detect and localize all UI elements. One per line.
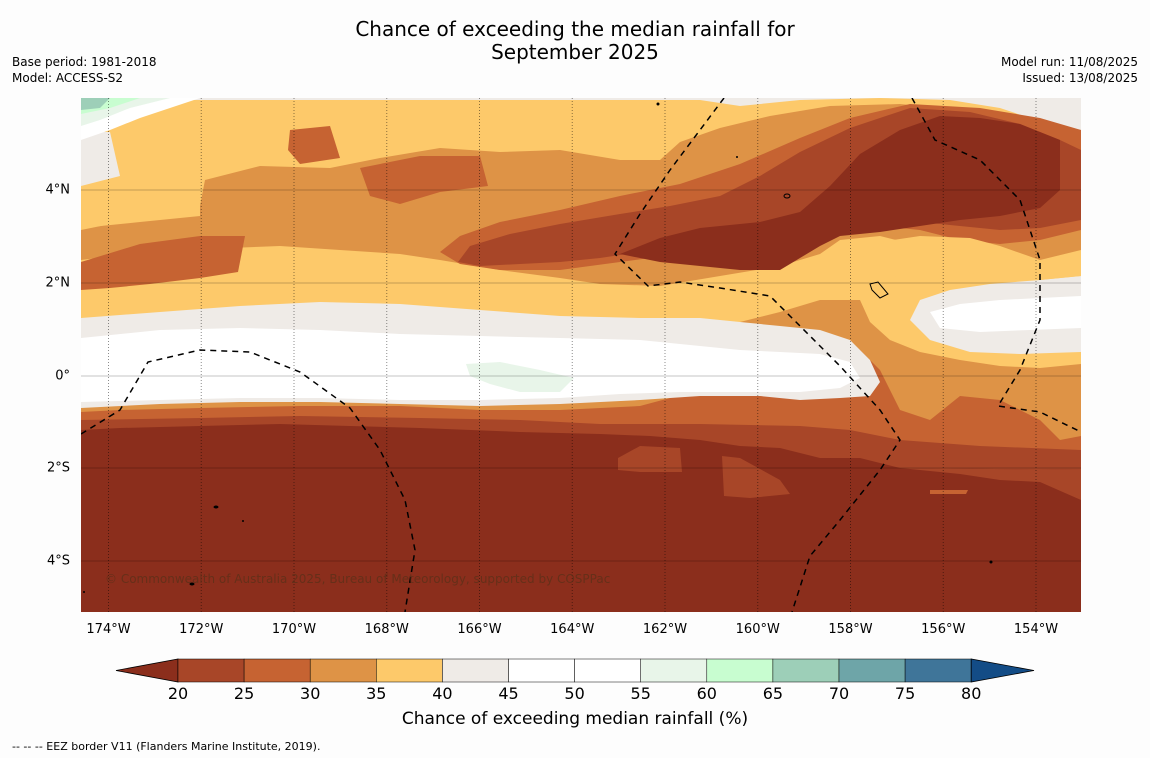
colorbar-tick-label: 80 <box>961 684 982 703</box>
contour-patch <box>618 446 682 472</box>
colorbar-tick-label: 65 <box>762 684 784 703</box>
contour-patch <box>81 132 120 186</box>
contour-patch <box>81 194 200 228</box>
colorbar-tick-label: 45 <box>498 684 519 703</box>
colorbar-swatch <box>772 658 840 683</box>
map-title: Chance of exceeding the median rainfall … <box>0 18 1150 64</box>
longitude-tick-label: 156°W <box>921 622 966 637</box>
island-outline <box>869 281 889 299</box>
colorbar-swatch <box>838 658 906 683</box>
colorbar-swatch <box>309 658 377 683</box>
longitude-tick-label: 174°W <box>86 622 131 637</box>
colorbar-swatch <box>376 658 443 683</box>
latitude-tick-label: 2°N <box>45 275 71 291</box>
colorbar-tick-label: 60 <box>696 684 717 703</box>
colorbar-tick-label: 75 <box>894 684 916 703</box>
colorbar-extend-high <box>970 658 1035 683</box>
contour-patch <box>620 116 1060 270</box>
latitude-tick-label: 0° <box>55 368 70 384</box>
colorbar-extend-low <box>115 658 179 683</box>
contour-patch <box>930 490 968 494</box>
eez-note: -- -- -- EEZ border V11 (Flanders Marine… <box>12 740 321 753</box>
colorbar-swatch <box>508 658 575 683</box>
band-40-45 <box>81 98 1081 140</box>
model-run: Model run: 11/08/2025 <box>1000 55 1138 69</box>
band-65-70 <box>81 98 110 110</box>
copyright-notice: © Commonwealth of Australia 2025, Bureau… <box>105 572 611 586</box>
title-line-2: September 2025 <box>491 40 659 64</box>
longitude-tick-label: 166°W <box>457 622 502 637</box>
colorbar-swatch <box>904 658 972 683</box>
probability-field <box>81 98 1081 612</box>
meta-left: Base period: 1981-2018 Model: ACCESS-S2 <box>12 54 157 86</box>
colorbar-tick-label: 70 <box>828 684 850 703</box>
colorbar-tick-label: 25 <box>233 684 255 703</box>
title-line-1: Chance of exceeding the median rainfall … <box>355 17 795 41</box>
colorbar-swatch <box>177 658 245 683</box>
colorbar <box>115 658 1035 683</box>
latitude-tick-label: 2°S <box>46 460 70 476</box>
colorbar-tick-label: 35 <box>366 684 387 703</box>
longitude-tick-label: 162°W <box>642 622 688 637</box>
colorbar-label: Chance of exceeding median rainfall (%) <box>401 709 749 729</box>
latitude-tick-label: 4°S <box>46 553 70 569</box>
longitude-tick-label: 170°W <box>271 622 317 637</box>
colorbar-tick-label: 55 <box>630 684 651 703</box>
colorbar-swatch <box>243 658 311 683</box>
contour-patch <box>900 468 1081 500</box>
contour-patch <box>81 236 245 290</box>
model-name: Model: ACCESS-S2 <box>12 71 124 85</box>
colorbar-tick-label: 40 <box>432 684 453 703</box>
contour-patch <box>722 456 790 498</box>
colorbar-swatch <box>574 658 641 683</box>
longitude-tick-label: 158°W <box>828 622 873 637</box>
base-period: Base period: 1981-2018 <box>12 55 157 69</box>
latitude-tick-label: 4°N <box>45 182 71 198</box>
colorbar-swatch <box>640 658 708 683</box>
colorbar-tick-label: 30 <box>300 684 321 703</box>
longitude-tick-label: 168°W <box>364 622 409 637</box>
meta-right: Model run: 11/08/2025 Issued: 13/08/2025 <box>1001 54 1138 86</box>
issued-date: Issued: 13/08/2025 <box>1022 71 1138 85</box>
map-gridlines <box>81 98 1081 612</box>
colorbar-tick-label: 50 <box>564 684 585 703</box>
eez-border <box>81 98 1081 612</box>
island-markers <box>83 102 993 593</box>
longitude-tick-label: 160°W <box>735 622 780 637</box>
contour-patch <box>930 296 1081 332</box>
longitude-tick-label: 172°W <box>179 622 224 637</box>
colorbar-swatch <box>706 658 774 683</box>
band-55-60 <box>466 362 574 392</box>
contour-patch <box>850 236 1081 296</box>
longitude-tick-label: 154°W <box>1013 622 1059 637</box>
longitude-tick-label: 164°W <box>550 622 595 637</box>
colorbar-tick-label: 20 <box>167 684 189 703</box>
colorbar-swatch <box>442 658 509 683</box>
contour-patch <box>288 126 340 164</box>
contour-patch <box>360 156 488 204</box>
